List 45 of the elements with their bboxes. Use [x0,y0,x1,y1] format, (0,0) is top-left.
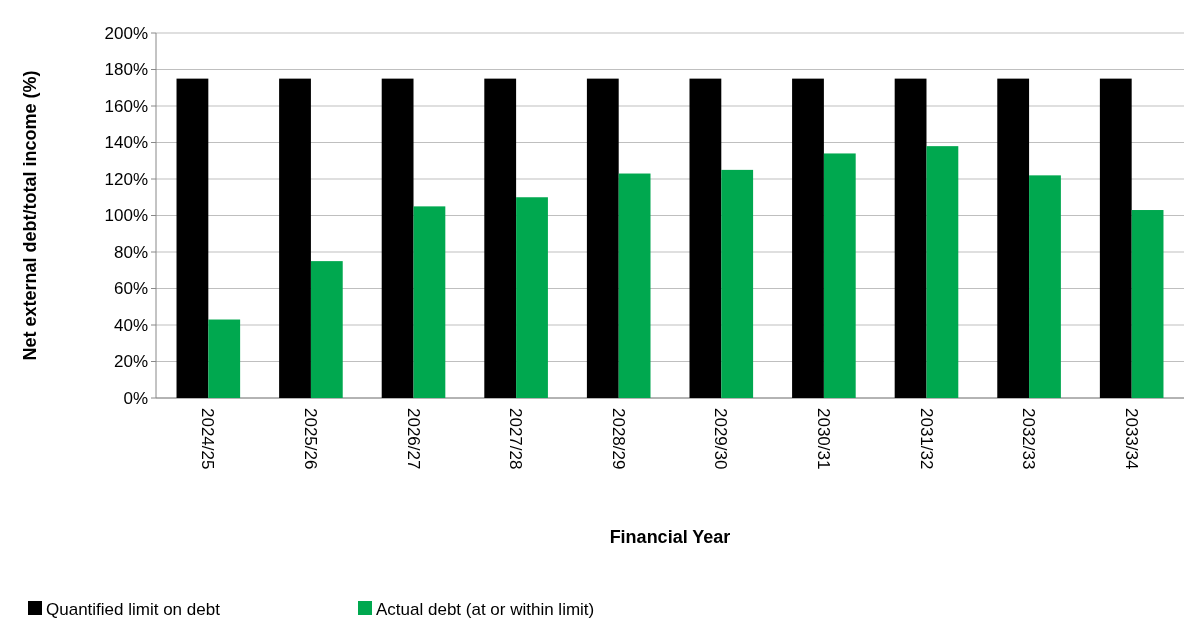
bar [176,78,209,398]
y-tick-label: 20% [113,352,148,372]
x-tick-label: 2031/32 [916,408,936,470]
x-tick-label: 2029/30 [711,408,731,470]
bar [208,319,241,398]
y-tick-label: 0% [123,388,148,408]
y-tick-label: 180% [104,60,148,80]
y-tick-label: 200% [104,23,148,43]
bar [279,78,311,398]
y-tick-label: 120% [104,169,148,189]
x-tick-label: 2025/26 [300,408,320,470]
bar [792,78,824,398]
x-axis-title: Financial Year [609,527,731,547]
bar [1029,175,1061,398]
legend-label: Quantified limit on debt [46,599,221,619]
bar [586,78,619,398]
legend-label: Actual debt (at or within limit) [376,599,595,619]
y-tick-label: 60% [113,279,148,299]
y-tick-label: 100% [104,206,148,226]
bar [413,206,446,398]
x-tick-label: 2026/27 [403,408,423,470]
bar [1131,210,1164,398]
y-tick-label: 40% [113,315,148,335]
y-tick-label: 140% [104,133,148,153]
y-tick-label: 80% [113,242,148,262]
y-axis-title: Net external debt/total income (%) [20,70,40,361]
x-tick-label: 2028/29 [608,408,628,470]
x-tick-label: 2033/34 [1121,408,1141,470]
bar [618,173,651,398]
bar [926,146,959,398]
bar [721,169,754,398]
bar [310,261,343,398]
bar [1099,78,1132,398]
x-tick-label: 2027/28 [506,408,526,470]
bar [997,78,1030,398]
bar [381,78,414,398]
bar [516,197,548,398]
x-tick-label: 2024/25 [198,408,218,470]
bar [484,78,517,398]
x-tick-label: 2032/33 [1019,408,1039,470]
x-tick-label: 2030/31 [813,408,833,470]
bar [689,78,722,398]
y-tick-label: 160% [104,96,148,116]
bar [823,153,856,398]
bar [894,78,927,398]
